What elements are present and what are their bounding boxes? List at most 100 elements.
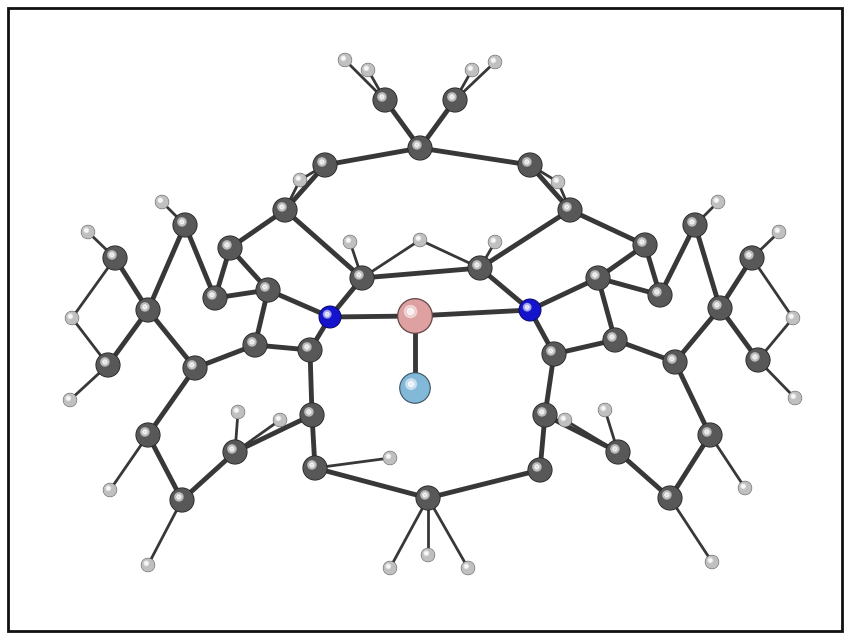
Circle shape [533,463,541,471]
Circle shape [145,562,148,564]
Circle shape [715,303,719,307]
Circle shape [706,555,718,569]
Circle shape [792,395,795,397]
Circle shape [173,213,197,237]
Circle shape [136,298,160,322]
Circle shape [663,350,687,374]
Circle shape [791,394,796,399]
Circle shape [638,238,646,246]
Circle shape [613,447,617,451]
Circle shape [790,315,792,318]
Circle shape [223,241,231,249]
Circle shape [745,250,753,259]
Circle shape [648,283,672,307]
Circle shape [789,392,801,404]
Circle shape [699,424,721,446]
Circle shape [491,238,496,243]
Circle shape [314,154,336,176]
Circle shape [746,348,770,372]
Circle shape [137,424,159,446]
Circle shape [519,154,541,176]
Circle shape [69,315,71,318]
Circle shape [104,247,126,269]
Circle shape [156,196,168,208]
Circle shape [489,56,501,68]
Circle shape [607,441,629,463]
Circle shape [175,493,183,501]
Circle shape [698,423,722,447]
Circle shape [296,176,301,181]
Circle shape [776,229,779,231]
Circle shape [142,559,154,571]
Circle shape [96,353,120,377]
Circle shape [786,312,800,325]
Circle shape [424,551,428,555]
Circle shape [341,56,346,61]
Circle shape [143,429,147,434]
Circle shape [308,461,316,469]
Circle shape [653,288,661,296]
Circle shape [609,335,614,339]
Circle shape [104,484,116,496]
Circle shape [559,199,581,221]
Circle shape [713,301,721,309]
Circle shape [107,487,110,489]
Circle shape [347,239,349,242]
Circle shape [384,562,396,574]
Circle shape [586,266,610,290]
Circle shape [159,199,162,201]
Circle shape [773,226,785,238]
Circle shape [103,360,107,364]
Circle shape [422,549,434,561]
Circle shape [413,233,427,247]
Circle shape [274,413,286,426]
Circle shape [400,373,430,403]
Circle shape [188,361,196,369]
Circle shape [408,381,414,387]
Circle shape [528,458,552,482]
Circle shape [773,226,785,238]
Circle shape [380,95,384,99]
Circle shape [450,95,454,99]
Circle shape [228,445,236,453]
Circle shape [101,358,109,366]
Circle shape [387,455,389,458]
Circle shape [326,312,329,316]
Circle shape [554,178,558,183]
Circle shape [712,196,724,208]
Circle shape [741,247,763,269]
Circle shape [207,291,216,299]
Circle shape [753,355,757,359]
Circle shape [714,198,718,203]
Circle shape [552,176,564,189]
Circle shape [298,338,322,362]
Circle shape [533,403,557,427]
Circle shape [67,397,70,399]
Circle shape [273,198,297,222]
Circle shape [601,406,605,411]
Circle shape [383,562,396,574]
Circle shape [711,196,724,208]
Circle shape [304,344,309,349]
Circle shape [366,67,367,70]
Circle shape [598,403,611,417]
Circle shape [64,394,76,406]
Circle shape [611,445,619,453]
Circle shape [110,252,114,257]
Circle shape [448,93,456,101]
Circle shape [141,558,155,571]
Circle shape [739,482,751,494]
Circle shape [373,88,397,112]
Circle shape [492,59,495,61]
Circle shape [174,214,196,236]
Circle shape [398,298,433,334]
Circle shape [604,329,626,351]
Circle shape [97,354,119,376]
Circle shape [705,429,709,434]
Circle shape [66,396,71,401]
Circle shape [688,218,696,226]
Circle shape [443,88,467,112]
Circle shape [232,406,244,418]
Circle shape [670,357,674,361]
Circle shape [489,236,501,249]
